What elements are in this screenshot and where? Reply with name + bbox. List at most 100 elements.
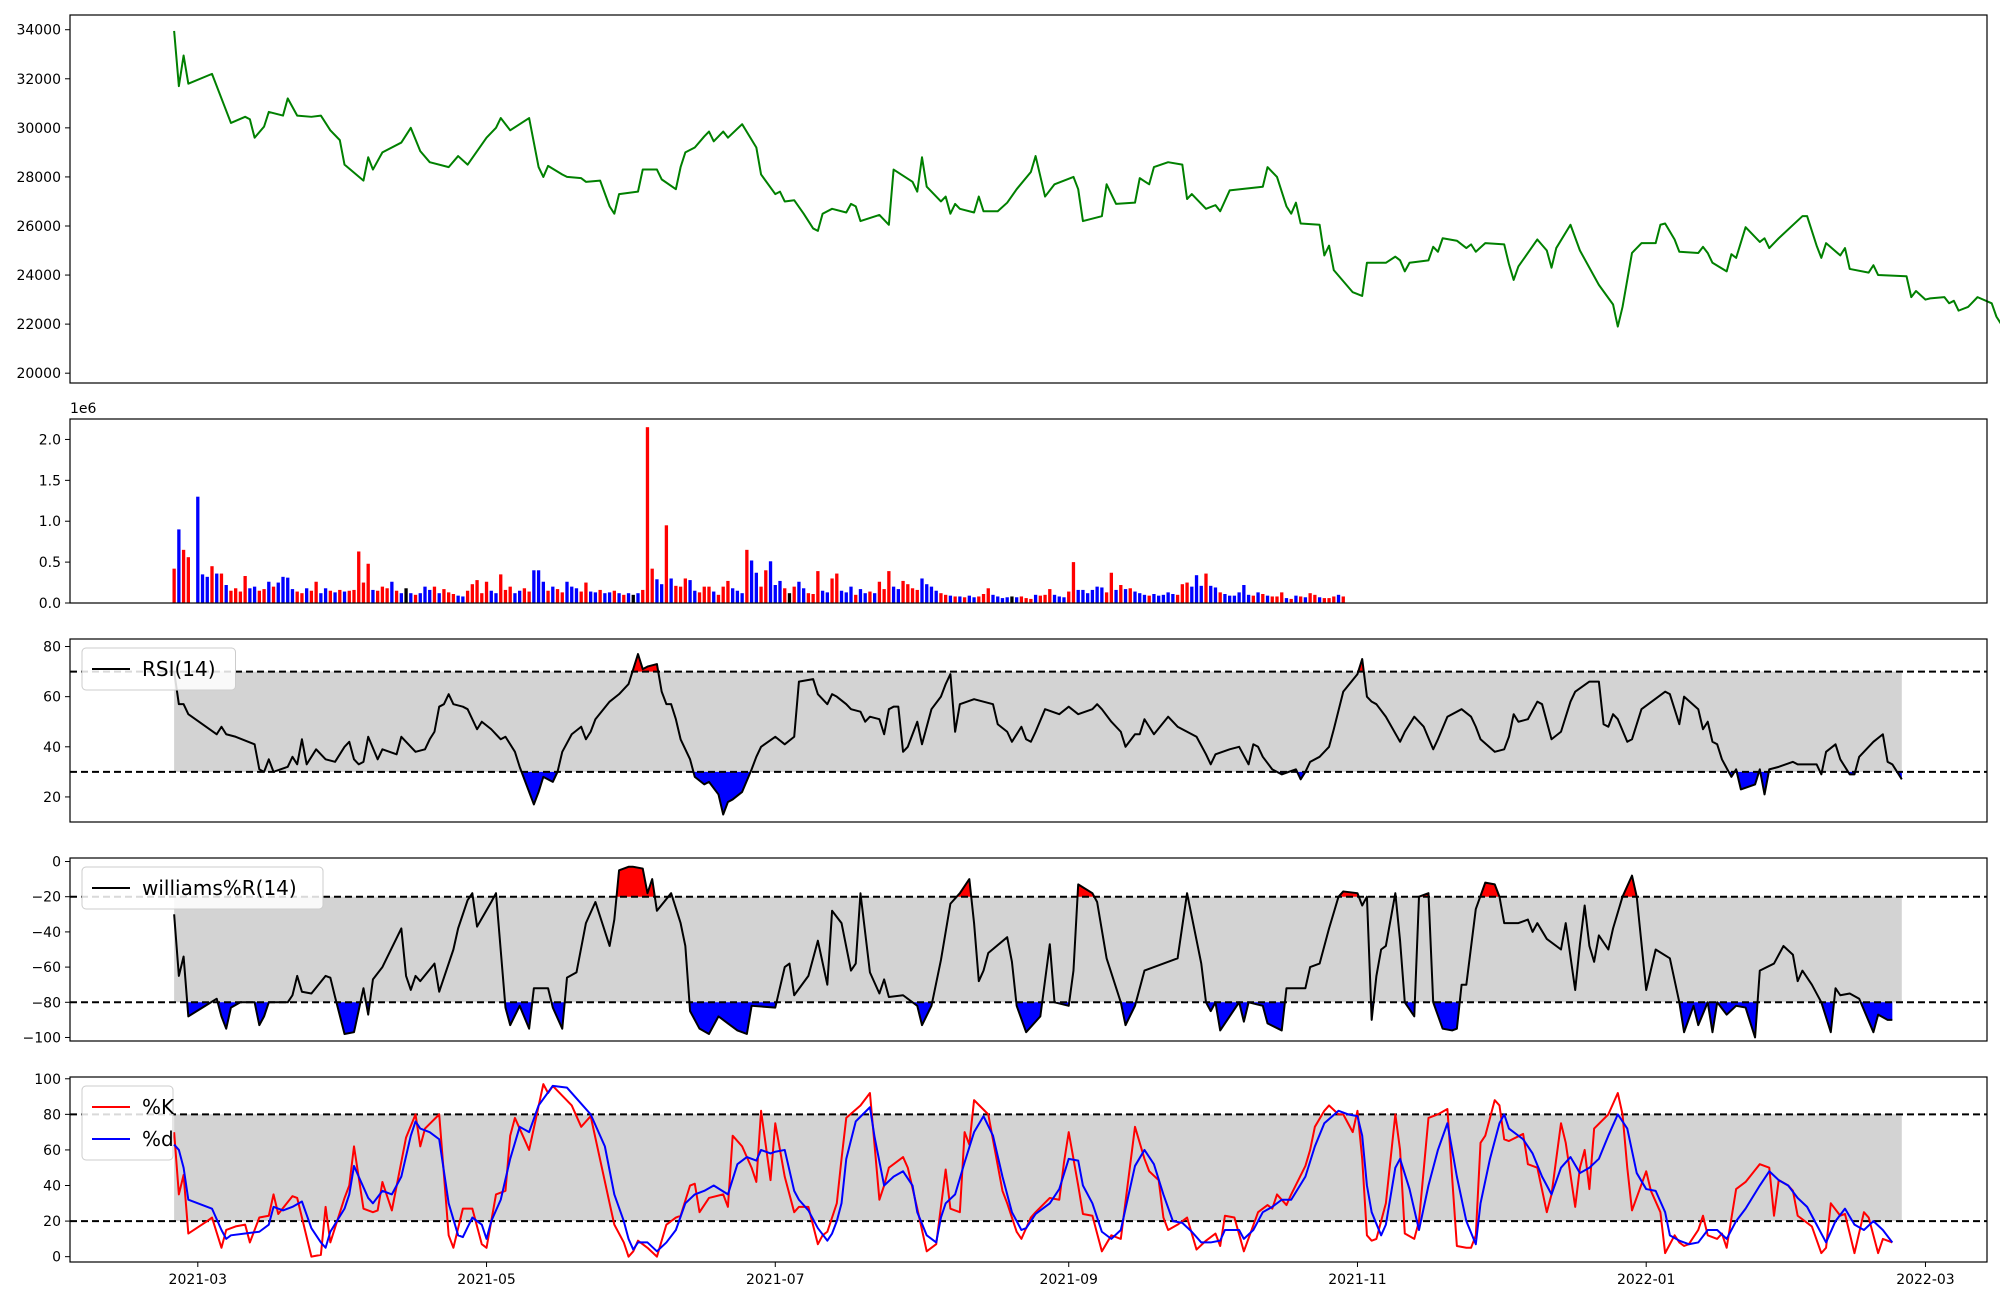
volume-bar (1109, 572, 1113, 603)
volume-bar (267, 581, 271, 603)
volume-bar (915, 589, 919, 603)
volume-bar (342, 591, 347, 603)
volume-bar (1313, 594, 1317, 603)
price-line (173, 30, 2000, 328)
volume-bar (352, 589, 356, 603)
volume-bar (1010, 596, 1014, 603)
volume-bar (1209, 585, 1213, 603)
volume-bar (1232, 595, 1237, 603)
volume-bar (1152, 594, 1156, 603)
oversold-fill (1736, 771, 1760, 790)
y-tick-label: 34000 (16, 23, 61, 39)
legend-box (81, 647, 236, 691)
x-tick-label: 2022-03 (1896, 1272, 1955, 1288)
y-tick-label: −60 (31, 960, 61, 976)
volume-bar (475, 580, 479, 603)
volume-bar (1005, 597, 1009, 603)
y-tick-label: 0.0 (39, 596, 61, 612)
volume-bar (1090, 589, 1095, 603)
volume-bar (858, 589, 863, 603)
volume-bar (962, 597, 967, 603)
volume-bar (281, 576, 285, 603)
overbought-fill (616, 866, 655, 897)
legend-box (81, 1085, 174, 1161)
volume-bar (1104, 592, 1109, 603)
volume-bar (636, 593, 640, 603)
volume-bar (1332, 596, 1336, 603)
volume-bar (276, 582, 280, 603)
volume-bar (1029, 598, 1033, 603)
volume-bar (716, 594, 721, 603)
oversold-fill (689, 1002, 777, 1034)
volume-bar (361, 582, 366, 603)
volume-bar (688, 580, 692, 603)
volume-bar (1303, 597, 1308, 603)
volume-bar (1180, 584, 1184, 603)
volume-bar (910, 588, 915, 603)
volume-bar (669, 578, 673, 603)
volume-bar (1242, 585, 1246, 603)
volume-bar (1223, 594, 1227, 603)
volume-bar (418, 593, 422, 603)
volume-bar (451, 594, 456, 603)
volume-bar (1294, 595, 1298, 603)
volume-bar (522, 588, 527, 603)
volume-bar (200, 574, 205, 603)
volume-bar (527, 591, 531, 603)
oversold-fill (1433, 1002, 1460, 1031)
axes-frame (69, 1076, 1988, 1263)
volume-bar (314, 581, 318, 603)
volume-bar (494, 593, 498, 603)
volume-bar (1251, 595, 1255, 603)
volume-bar (1265, 595, 1270, 603)
volume-bar (1147, 595, 1151, 603)
volume-bar (1138, 593, 1142, 603)
neutral-band (174, 671, 1902, 772)
y-tick-label: 32000 (16, 72, 61, 88)
oversold-fill (1248, 1002, 1285, 1031)
volume-bar (338, 589, 342, 603)
volume-bar (513, 593, 517, 603)
y-tick-label: 24000 (16, 268, 61, 284)
volume-bar (224, 585, 228, 603)
oversold-fill (1707, 1002, 1718, 1033)
y-tick-label: −20 (31, 890, 61, 906)
y-tick-label: 100 (34, 1072, 61, 1088)
volume-bar (574, 588, 579, 603)
volume-bar (901, 580, 905, 603)
volume-bar (972, 597, 976, 603)
volume-bar (641, 589, 645, 603)
volume-bar (953, 596, 957, 603)
volume-bar (1057, 596, 1061, 603)
legend-label: williams%R(14) (142, 876, 297, 900)
volume-bar (683, 578, 687, 603)
volume-bar (1275, 596, 1279, 603)
volume-bar (394, 590, 399, 603)
neutral-band (174, 1114, 1902, 1222)
volume-bar (655, 579, 659, 603)
williams-r-line (173, 865, 1893, 1039)
volume-bar (925, 584, 929, 603)
volume-bar (631, 594, 635, 603)
volume-bar (286, 577, 290, 603)
volume-bar (555, 589, 560, 603)
volume-bar (1123, 589, 1128, 603)
volume-bar (385, 588, 389, 603)
volume-bar (432, 586, 437, 603)
volume-bar (626, 593, 631, 603)
volume-bar (1246, 594, 1251, 603)
volume-bar (754, 572, 758, 603)
volume-bar (210, 566, 214, 603)
volume-bar (404, 588, 408, 603)
volume-bar (319, 593, 323, 603)
volume-bar (830, 578, 834, 603)
volume-bar (205, 576, 209, 603)
volume-bar (712, 591, 716, 603)
volume-bar (1341, 596, 1345, 603)
volume-bar (546, 590, 550, 603)
y-tick-label: 28000 (16, 170, 61, 186)
volume-bar (442, 589, 446, 603)
volume-bar (1190, 586, 1194, 603)
volume-bar (1256, 592, 1260, 603)
